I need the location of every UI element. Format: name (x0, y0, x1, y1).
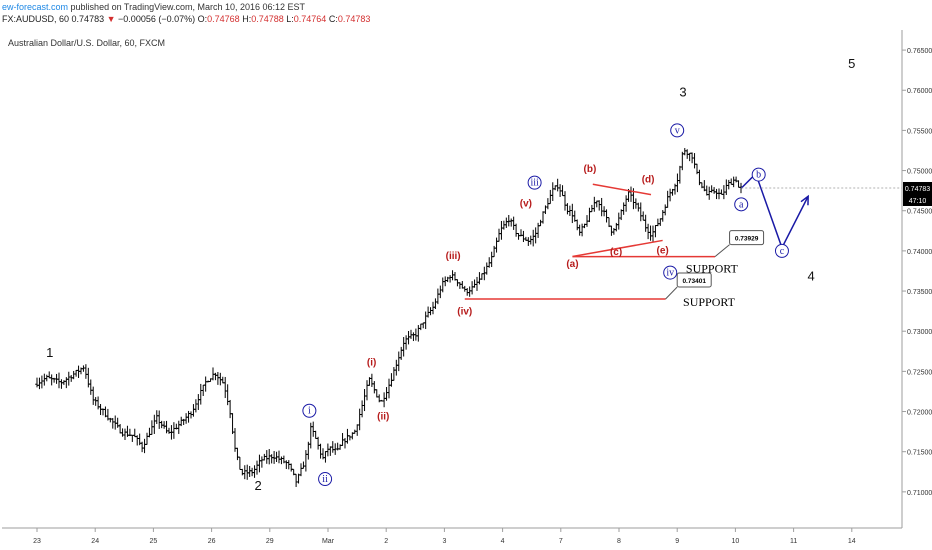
y-tick-label: 0.71000 (907, 490, 932, 497)
wave-circle (527, 175, 542, 190)
price-badge-text: 0.74783 (905, 186, 930, 193)
wave-label: (ii) (377, 412, 389, 423)
time-badge-text: 47:10 (909, 198, 927, 205)
chart-title: Australian Dollar/U.S. Dollar, 60, FXCM (8, 38, 166, 48)
wave-label: 5 (848, 56, 855, 71)
y-tick-label: 0.74000 (907, 249, 932, 256)
wave-circle (663, 265, 678, 280)
wave-circle (670, 123, 685, 138)
high-value: 0.74788 (251, 14, 284, 24)
wave-label: (iv) (457, 306, 472, 317)
support-badge-upper: 0.73929 (735, 236, 759, 243)
wave-label: (a) (566, 259, 578, 270)
wave-label: b (756, 170, 761, 181)
ohlc-legend: FX:AUDUSD, 60 0.74783 ▼ −0.00056 (−0.07%… (2, 14, 370, 24)
time-badge-box (903, 193, 932, 206)
price-badge-box (903, 181, 932, 194)
wave-label: iv (666, 268, 674, 279)
close-label: C: (328, 14, 338, 24)
x-tick-label: 25 (150, 538, 158, 545)
y-tick-label: 0.75000 (907, 169, 932, 176)
projection-path (740, 172, 809, 250)
high-label: H: (242, 14, 252, 24)
y-tick-label: 0.74500 (907, 209, 932, 216)
change-value: −0.00056 (−0.07%) (118, 14, 196, 24)
y-tick-label: 0.73000 (907, 329, 932, 336)
wave-label: (i) (367, 358, 376, 369)
wave-label: ii (322, 474, 328, 485)
x-tick-label: 10 (732, 538, 740, 545)
y-tick-label: 0.71500 (907, 450, 932, 457)
wave-circle (774, 243, 789, 258)
y-tick-label: 0.72500 (907, 369, 932, 376)
wave-label: 2 (255, 478, 262, 493)
y-tick-label: 0.76000 (907, 88, 932, 95)
published-text: published on TradingView.com, March 10, … (70, 2, 306, 12)
x-tick-label: 8 (617, 538, 621, 545)
wave-label: v (675, 125, 680, 136)
y-tick-label: 0.75500 (907, 128, 932, 135)
x-tick-label: 24 (91, 538, 99, 545)
support-badge-lower-box (676, 272, 712, 288)
publish-info: ew-forecast.com published on TradingView… (2, 2, 305, 12)
y-tick-label: 0.72000 (907, 410, 932, 417)
support-badge-lower: 0.73401 (682, 278, 706, 285)
wave-label: (v) (520, 199, 532, 210)
wave-label: (d) (642, 175, 655, 186)
wave-label: 1 (46, 345, 53, 360)
last-price: 0.74783 (71, 14, 105, 24)
brand-link[interactable]: ew-forecast.com (2, 2, 69, 12)
wave-circle (734, 197, 749, 212)
triangle-lower-line (572, 239, 663, 258)
support-badge-pointer (714, 244, 730, 257)
wave-label: 3 (679, 85, 686, 100)
projection-arrowhead (800, 194, 809, 206)
x-tick-label: 7 (559, 538, 563, 545)
support-badge-upper-box (729, 230, 765, 246)
support-label-upper: SUPPORT (686, 262, 739, 276)
open-label: O: (197, 14, 208, 24)
wave-label: i (308, 406, 311, 417)
x-tick-label: 2 (384, 538, 388, 545)
wave-circle (302, 403, 317, 418)
support-badge-pointer (665, 286, 678, 300)
x-tick-label: Mar (322, 538, 335, 545)
wave-label: c (780, 246, 785, 257)
wave-circle (318, 472, 333, 487)
x-tick-label: 23 (33, 538, 41, 545)
wave-label: (c) (610, 247, 622, 258)
x-tick-label: 11 (790, 538, 797, 545)
x-tick-label: 9 (675, 538, 679, 545)
wave-label: 4 (807, 269, 814, 284)
y-tick-label: 0.76500 (907, 48, 932, 55)
low-value: 0.74764 (293, 14, 327, 24)
low-label: L: (286, 14, 294, 24)
x-tick-label: 4 (501, 538, 505, 545)
wave-label: (b) (584, 164, 597, 175)
y-tick-label: 0.73500 (907, 289, 932, 296)
open-value: 0.74768 (207, 14, 240, 24)
support-label-lower: SUPPORT (683, 295, 736, 309)
wave-label: a (739, 199, 744, 210)
x-tick-label: 26 (208, 538, 216, 545)
wave-label: (iii) (446, 251, 461, 262)
triangle-upper-line (592, 183, 652, 196)
x-tick-label: 14 (848, 538, 856, 545)
wave-label: iii (530, 178, 539, 189)
symbol-label[interactable]: FX:AUDUSD, 60 (2, 14, 70, 24)
close-value: 0.74783 (337, 14, 371, 24)
wave-label: (e) (657, 245, 669, 256)
x-tick-label: 29 (266, 538, 274, 545)
x-tick-label: 3 (442, 538, 446, 545)
down-arrow-icon: ▼ (106, 14, 116, 24)
wave-circle (751, 167, 766, 182)
